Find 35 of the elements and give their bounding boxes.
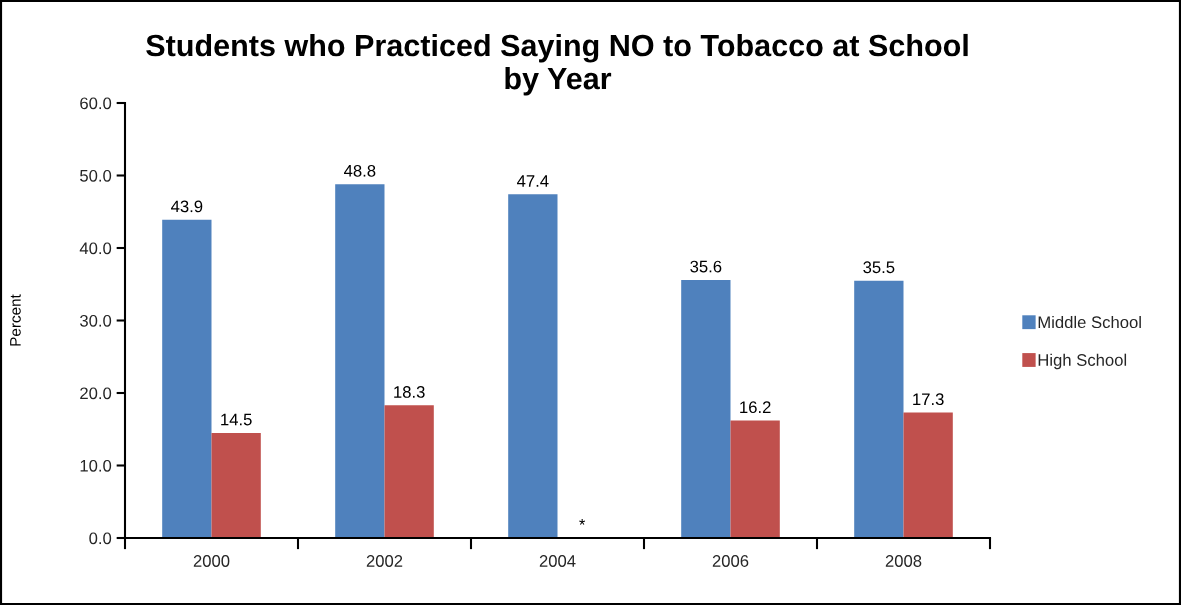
- data-label: 14.5: [221, 413, 252, 426]
- bar: [508, 194, 558, 538]
- text: *: [579, 518, 586, 525]
- y-tick-label: 20.0: [80, 387, 112, 400]
- data-label: 16.2: [740, 401, 771, 414]
- legend-label: High School: [1038, 353, 1127, 370]
- data-label: 43.9: [171, 200, 203, 213]
- bar: [903, 412, 953, 538]
- bar: [211, 432, 261, 538]
- x-tick-label: 2008: [885, 555, 922, 567]
- bar: [854, 280, 904, 538]
- bar: [335, 184, 385, 538]
- y-tick-label: 10.0: [80, 459, 112, 472]
- y-tick-label: 0.0: [89, 532, 112, 545]
- bar: [681, 279, 731, 538]
- data-label: 48.8: [344, 164, 376, 177]
- data-label: 47.4: [517, 175, 549, 187]
- legend-label: Middle School: [1038, 315, 1141, 329]
- data-label: 17.3: [913, 393, 944, 406]
- data-label: 18.3: [394, 386, 425, 398]
- data-label: 35.6: [690, 260, 722, 273]
- y-tick-label: 60.0: [80, 97, 112, 110]
- x-tick-label: 2006: [712, 555, 749, 567]
- bar: [162, 219, 212, 538]
- bar: [730, 420, 780, 538]
- x-tick-label: 2002: [366, 555, 403, 567]
- y-axis-title: Percent: [10, 294, 21, 346]
- y-tick-label: 50.0: [80, 169, 112, 182]
- y-tick-label: 40.0: [79, 242, 112, 255]
- data-label: 35.5: [863, 261, 895, 274]
- x-tick-label: 2000: [193, 555, 230, 567]
- x-tick-label: 2004: [539, 555, 576, 567]
- bar: [384, 405, 434, 538]
- y-tick-label: 30.0: [80, 314, 112, 327]
- chart-title: Students who Practiced Saying NO to Tobacco at School by Year: [146, 33, 968, 96]
